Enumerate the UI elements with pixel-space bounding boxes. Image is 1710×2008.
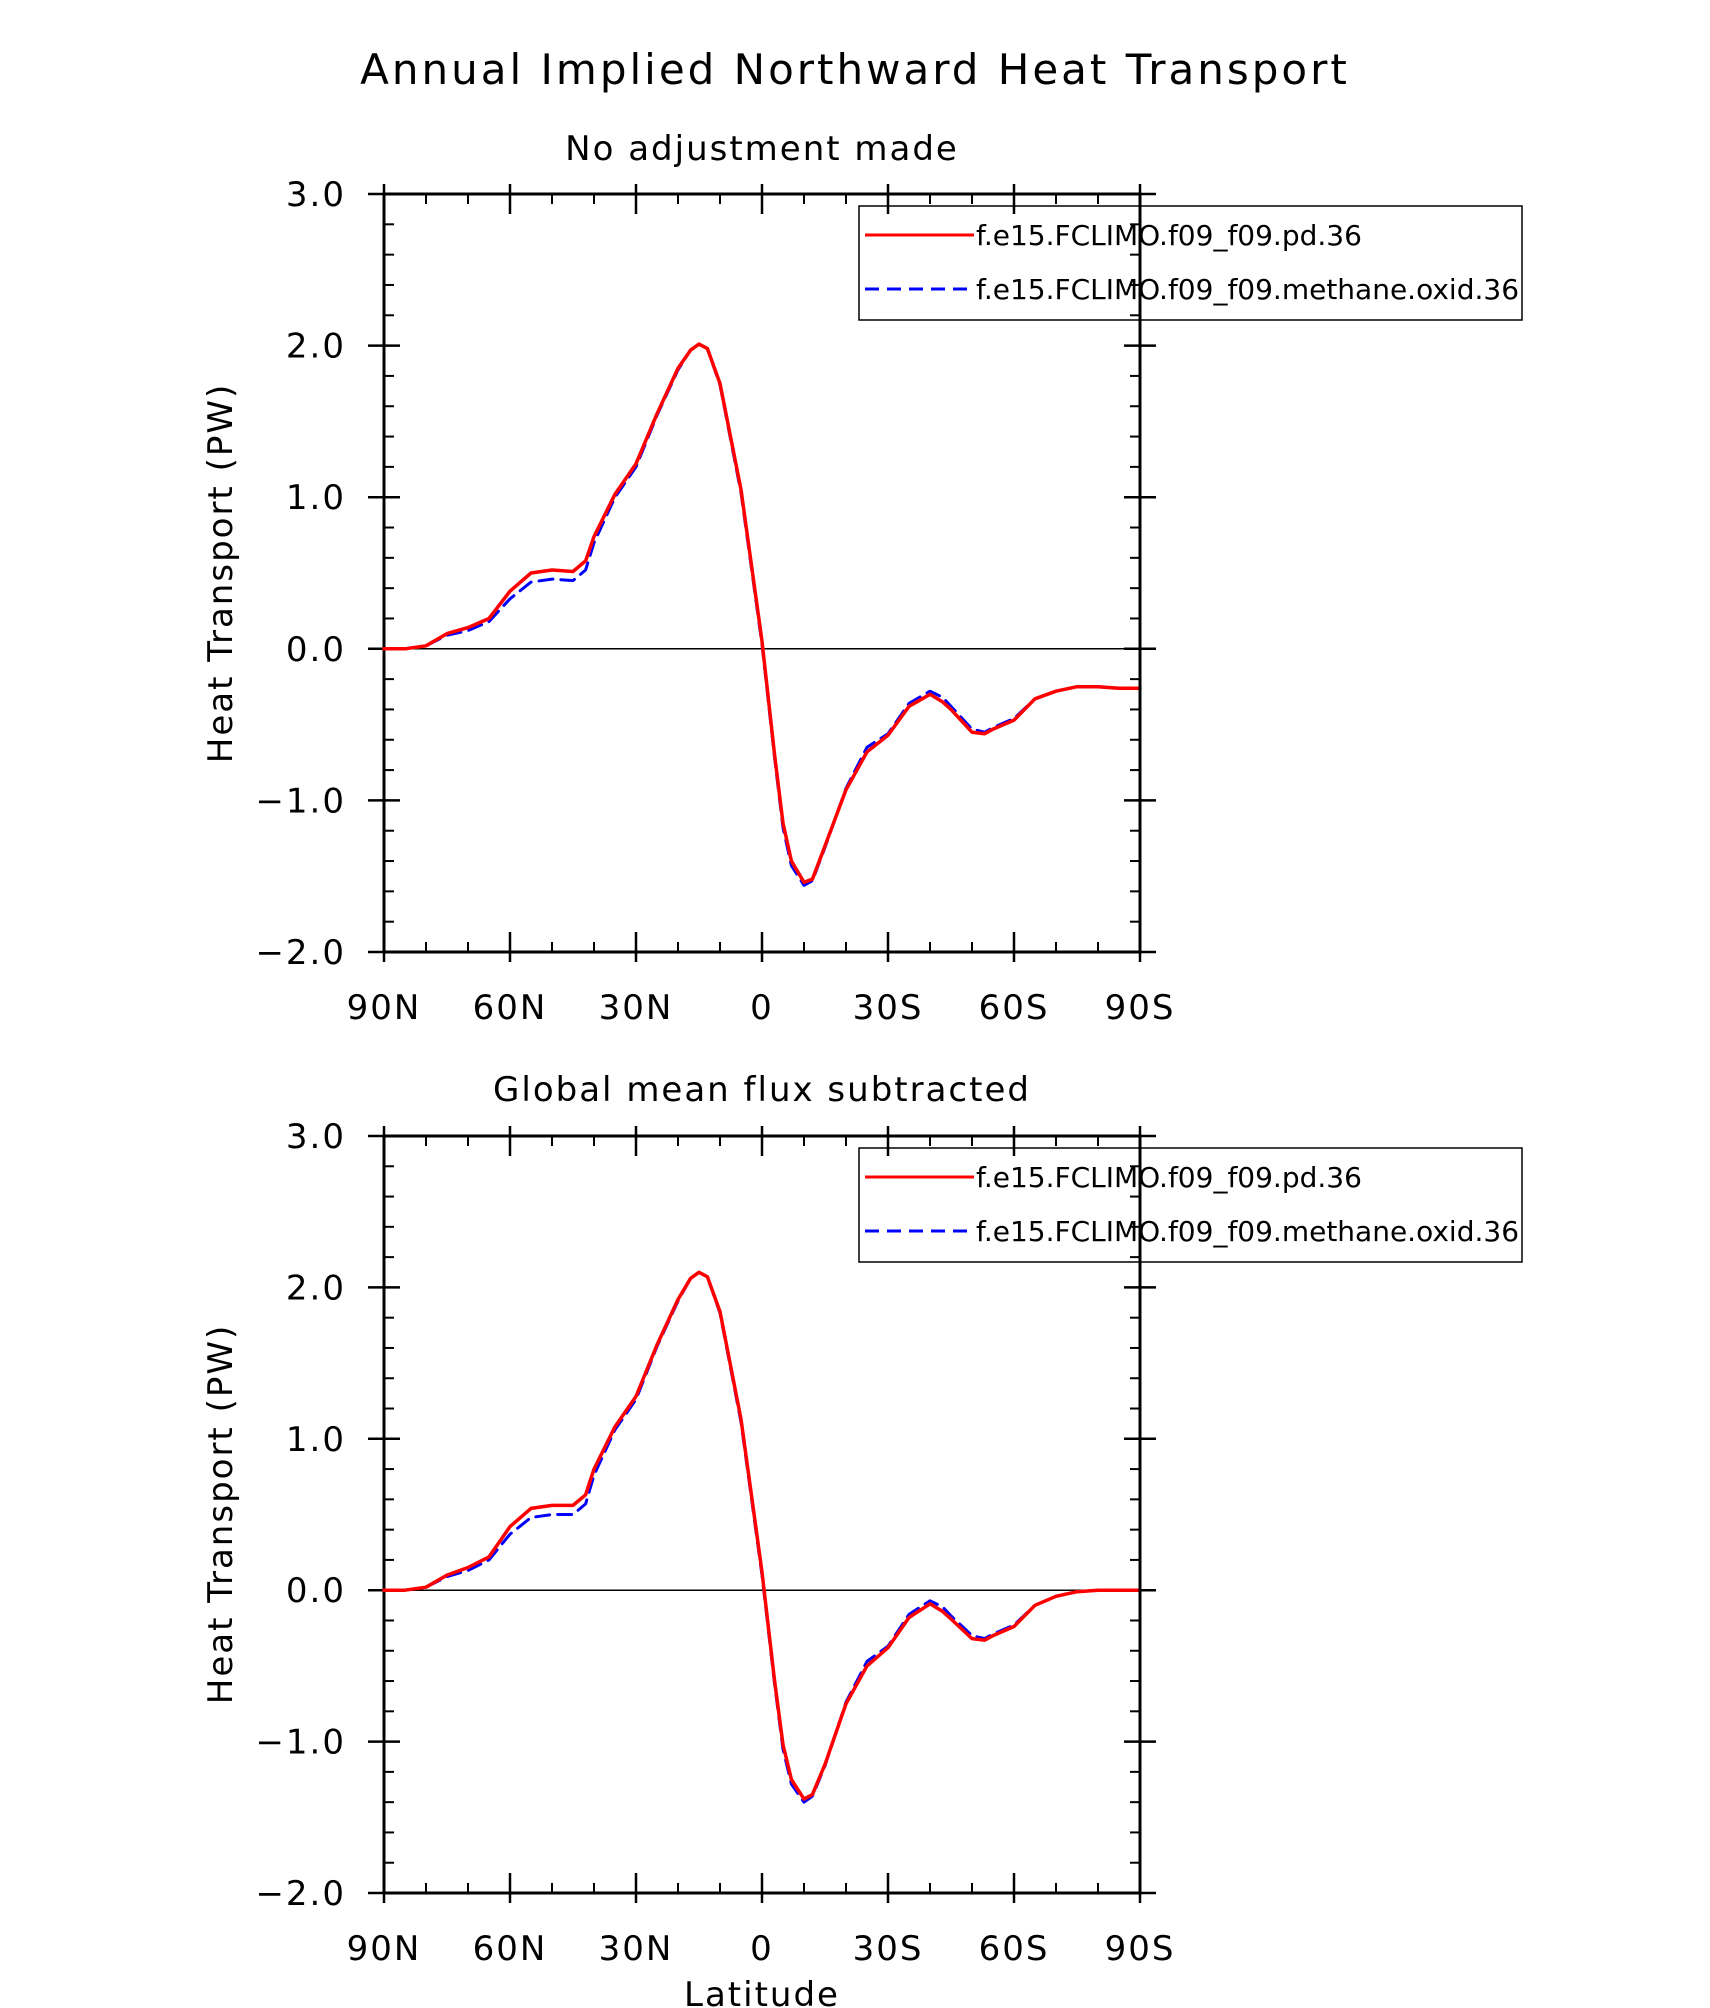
x-tick-label: 90N xyxy=(347,1929,422,1969)
x-tick-label: 30S xyxy=(853,988,924,1028)
panel-title: No adjustment made xyxy=(565,129,959,169)
legend-label: f.e15.FCLIMO.f09_f09.pd.36 xyxy=(976,1161,1362,1194)
legend: f.e15.FCLIMO.f09_f09.pd.36 f.e15.FCLIMO.f… xyxy=(858,1136,1523,1893)
x-tick-label: 90N xyxy=(347,988,422,1028)
plot-area xyxy=(382,1270,1142,1804)
y-tick-label: 2.0 xyxy=(286,327,346,367)
series-line-2 xyxy=(382,1270,1142,1804)
y-axis-label: Heat Transport (PW) xyxy=(201,1324,241,1704)
panel-title: Global mean flux subtracted xyxy=(493,1070,1031,1110)
x-tick-label: 90S xyxy=(1105,1929,1176,1969)
legend-box xyxy=(858,205,1523,321)
plot-frame xyxy=(382,192,1142,954)
plot-frame xyxy=(382,1134,1142,1895)
x-tick-label: 60S xyxy=(979,988,1050,1028)
x-tick-label: 90S xyxy=(1105,988,1176,1028)
legend: f.e15.FCLIMO.f09_f09.pd.36 f.e15.FCLIMO.f… xyxy=(858,194,1523,952)
y-tick-label: 0.0 xyxy=(286,1571,346,1611)
x-tick-label: 60S xyxy=(979,1929,1050,1969)
x-tick-label: 0 xyxy=(750,988,774,1028)
x-tick-label: 60N xyxy=(473,1929,548,1969)
series-line-2 xyxy=(382,342,1142,887)
legend-box xyxy=(858,1147,1523,1263)
axis-ticks: 90N 60N 30N 0 30S 60S 90S 3.0 2.0 1.0 0.0 −1.0 −2.0 xyxy=(255,1117,1176,1969)
y-tick-label: 3.0 xyxy=(286,175,346,215)
y-tick-label: 1.0 xyxy=(286,1420,346,1460)
legend-label: f.e15.FCLIMO.f09_f09.methane.oxid.36 xyxy=(976,1215,1519,1248)
y-tick-label: −2.0 xyxy=(255,933,346,973)
legend-label: f.e15.FCLIMO.f09_f09.pd.36 xyxy=(976,219,1362,252)
legend-label: f.e15.FCLIMO.f09_f09.methane.oxid.36 xyxy=(976,273,1519,306)
plot-area xyxy=(382,342,1142,887)
x-tick-label: 30N xyxy=(599,988,674,1028)
x-tick-label: 30N xyxy=(599,1929,674,1969)
y-tick-label: 3.0 xyxy=(286,1117,346,1157)
y-tick-label: 0.0 xyxy=(286,630,346,670)
series-line-1 xyxy=(382,342,1142,885)
figure-title: Annual Implied Northward Heat Transport xyxy=(360,45,1350,94)
panel-no-adjustment: No adjustment made Heat Transport (PW) 9… xyxy=(201,129,1523,1028)
y-tick-label: 2.0 xyxy=(286,1268,346,1308)
y-tick-label: −1.0 xyxy=(255,1723,346,1763)
y-tick-label: 1.0 xyxy=(286,478,346,518)
x-tick-label: 30S xyxy=(853,1929,924,1969)
series-line-1 xyxy=(382,1270,1142,1801)
x-axis-label: Latitude xyxy=(684,1975,840,2008)
x-tick-label: 60N xyxy=(473,988,548,1028)
x-tick-label: 0 xyxy=(750,1929,774,1969)
y-tick-label: −2.0 xyxy=(255,1874,346,1914)
y-tick-label: −1.0 xyxy=(255,781,346,821)
panel-global-mean-subtracted: Global mean flux subtracted Heat Transpo… xyxy=(201,1070,1523,2008)
y-axis-label: Heat Transport (PW) xyxy=(201,383,241,763)
